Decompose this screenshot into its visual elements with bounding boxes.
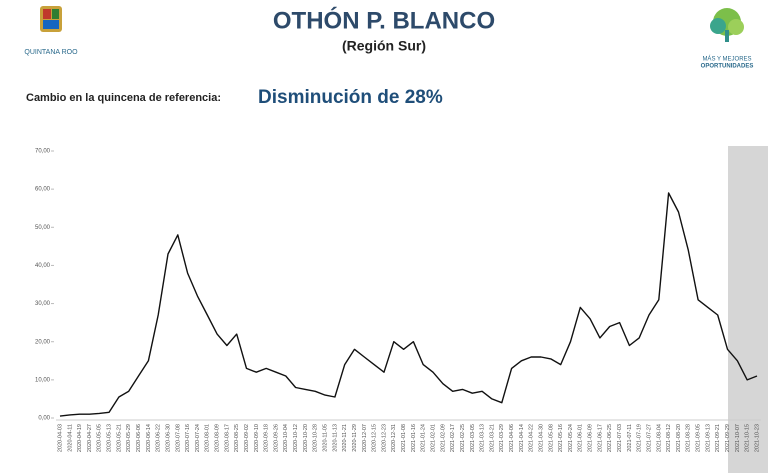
x-tick-label: 2021-06-25 xyxy=(607,424,613,452)
x-tick-label: 2020-04-03 xyxy=(57,424,63,452)
plot: 0,00 10,00 20,00 30,00 40,00 50,00 60,00 70,00 2… xyxy=(35,149,761,452)
x-tick-label: 2021-05-08 xyxy=(548,424,554,452)
x-tick-label: 2020-06-22 xyxy=(156,424,162,452)
x-tick-label: 2021-02-25 xyxy=(460,424,466,452)
x-tick-label: 2020-08-17 xyxy=(224,424,230,452)
x-tick-label: 2021-03-29 xyxy=(499,424,505,452)
x-tick-label: 2020-04-11 xyxy=(67,424,73,452)
title: OTHÓN P. BLANCO xyxy=(273,6,495,34)
x-tick-label: 2021-07-03 xyxy=(617,424,623,452)
x-tick-label: 2020-11-29 xyxy=(352,424,358,452)
x-tick-label: 2021-07-19 xyxy=(637,424,643,452)
x-tick-label: 2021-01-24 xyxy=(421,424,427,452)
x-tick-label: 2021-09-21 xyxy=(715,424,721,452)
x-tick-label: 2020-10-20 xyxy=(303,424,309,452)
x-tick-label: 2021-04-06 xyxy=(509,424,515,452)
x-tick-label: 2021-09-05 xyxy=(696,424,702,452)
x-tick-label: 2021-02-01 xyxy=(430,424,436,452)
x-tick-label: 2020-12-23 xyxy=(381,424,387,452)
y-tick-label: 10,00 xyxy=(35,377,51,383)
x-tick-label: 2021-08-20 xyxy=(676,424,682,452)
y-tick-label: 50,00 xyxy=(35,225,51,231)
y-tick-label: 40,00 xyxy=(35,263,51,269)
x-tick-label: 2021-05-16 xyxy=(558,424,564,452)
x-tick-label: 2021-05-24 xyxy=(568,424,574,452)
data-line xyxy=(59,192,758,417)
x-tick-label: 2020-10-12 xyxy=(293,424,299,452)
x-tick-label: 2020-09-10 xyxy=(254,424,260,452)
change-label: Cambio en la quincena de referencia: xyxy=(26,92,221,104)
x-tick-label: 2021-02-17 xyxy=(450,424,456,452)
x-tick-label: 2020-12-07 xyxy=(362,424,368,452)
y-tick-label: 0,00 xyxy=(38,416,50,422)
x-tick-label: 2021-04-14 xyxy=(519,424,525,452)
x-tick-label: 2020-05-29 xyxy=(126,424,132,452)
highlight-band xyxy=(728,146,768,473)
right-logo: MÁS Y MEJORES OPORTUNIDADES xyxy=(701,8,754,70)
x-tick-label: 2021-06-01 xyxy=(578,424,584,452)
x-tick-label: 2021-03-13 xyxy=(480,424,486,452)
right-logo-text: MÁS Y MEJORES xyxy=(702,56,751,63)
x-tick-label: 2020-11-13 xyxy=(332,424,338,452)
y-tick-label: 20,00 xyxy=(35,339,51,345)
y-tick-label: 70,00 xyxy=(35,149,51,155)
x-tick-label: 2021-03-21 xyxy=(489,424,495,452)
x-tick-label: 2020-12-15 xyxy=(372,424,378,452)
x-tick-label: 2020-07-24 xyxy=(195,424,201,452)
y-tick-label: 30,00 xyxy=(35,301,51,307)
x-tick-label: 2021-04-30 xyxy=(538,424,544,452)
x-tick-label: 2021-10-15 xyxy=(745,424,751,452)
x-tick-label: 2021-08-28 xyxy=(686,424,692,452)
x-tick-label: 2020-07-16 xyxy=(185,424,191,452)
x-tick-label: 2021-09-13 xyxy=(705,424,711,452)
x-tick-label: 2020-07-08 xyxy=(175,424,181,452)
x-tick-label: 2020-06-30 xyxy=(165,424,171,452)
x-tick-label: 2020-05-05 xyxy=(97,424,103,452)
x-tick-label: 2021-07-27 xyxy=(646,424,652,452)
x-tick-label: 2020-08-09 xyxy=(215,424,221,452)
x-tick-label: 2020-08-25 xyxy=(234,424,240,452)
x-tick-label: 2021-01-08 xyxy=(401,424,407,452)
x-tick-label: 2020-09-26 xyxy=(273,424,279,452)
right-logo-text: OPORTUNIDADES xyxy=(701,64,754,70)
x-tick-label: 2021-02-09 xyxy=(440,424,446,452)
left-logo-text: QUINTANA ROO xyxy=(24,49,78,56)
x-tick-label: 2020-06-14 xyxy=(146,424,152,452)
x-tick-label: 2020-10-28 xyxy=(313,424,319,452)
x-tick-label: 2020-04-19 xyxy=(77,424,83,452)
x-tick-label: 2020-11-21 xyxy=(342,424,348,452)
subtitle: (Región Sur) xyxy=(342,38,426,54)
x-tick-label: 2020-05-21 xyxy=(116,424,122,452)
x-tick-label: 2020-09-02 xyxy=(244,424,250,452)
x-tick-label: 2020-11-05 xyxy=(323,424,329,452)
x-tick-label: 2021-01-16 xyxy=(411,424,417,452)
x-tick-label: 2021-06-17 xyxy=(597,424,603,452)
x-tick-label: 2020-04-27 xyxy=(87,424,93,452)
change-value: Disminución de 28% xyxy=(258,87,443,108)
x-tick-label: 2020-10-04 xyxy=(283,424,289,452)
y-tick-label: 60,00 xyxy=(35,187,51,193)
x-tick-label: 2021-08-04 xyxy=(656,424,662,452)
x-tick-label: 2020-05-13 xyxy=(107,424,113,452)
x-tick-label: 2021-10-23 xyxy=(754,424,760,452)
x-tick-label: 2021-09-29 xyxy=(725,424,731,452)
x-tick-label: 2020-08-01 xyxy=(205,424,211,452)
x-tick-label: 2020-09-18 xyxy=(264,424,270,452)
x-tick-label: 2021-07-11 xyxy=(627,424,633,452)
left-logo: QUINTANA ROO xyxy=(24,6,78,56)
x-tick-label: 2020-12-31 xyxy=(391,424,397,452)
x-tick-label: 2021-06-09 xyxy=(588,424,594,452)
x-tick-label: 2021-08-12 xyxy=(666,424,672,452)
x-tick-label: 2021-04-22 xyxy=(529,424,535,452)
x-tick-label: 2021-10-07 xyxy=(735,424,741,452)
x-tick-label: 2021-03-05 xyxy=(470,424,476,452)
x-tick-label: 2020-06-06 xyxy=(136,424,142,452)
